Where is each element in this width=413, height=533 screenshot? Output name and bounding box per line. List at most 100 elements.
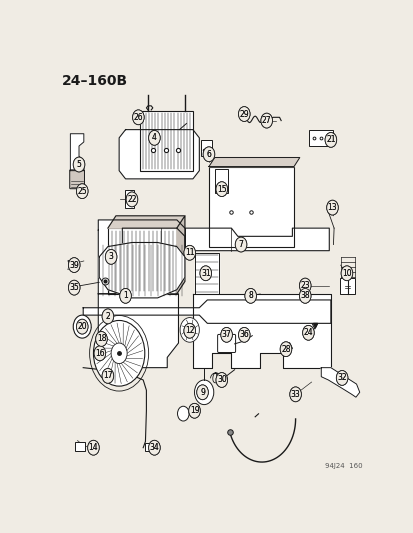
FancyBboxPatch shape (125, 190, 133, 207)
FancyBboxPatch shape (200, 140, 212, 156)
Circle shape (203, 147, 214, 161)
Text: 26: 26 (133, 113, 143, 122)
Text: 9: 9 (199, 388, 204, 397)
Text: 31: 31 (200, 269, 210, 278)
Text: 17: 17 (103, 372, 112, 381)
FancyBboxPatch shape (75, 441, 85, 450)
Polygon shape (83, 300, 330, 324)
Circle shape (76, 184, 88, 199)
Text: 37: 37 (221, 330, 231, 340)
Text: 21: 21 (325, 135, 335, 144)
Text: 33: 33 (290, 390, 300, 399)
Text: 36: 36 (239, 330, 249, 340)
Text: 6: 6 (206, 150, 211, 159)
Text: 9: 9 (199, 388, 204, 397)
Circle shape (199, 266, 211, 281)
Circle shape (299, 288, 310, 303)
Text: 30: 30 (216, 375, 226, 384)
Circle shape (235, 237, 246, 252)
Text: 2: 2 (105, 312, 110, 321)
Text: 35: 35 (69, 283, 79, 292)
Circle shape (73, 315, 91, 338)
Circle shape (194, 380, 213, 405)
Text: 35: 35 (69, 283, 79, 292)
Text: 24–160B: 24–160B (61, 74, 127, 88)
Text: 38: 38 (300, 292, 309, 300)
Polygon shape (209, 158, 299, 166)
Circle shape (203, 147, 214, 161)
Circle shape (183, 324, 195, 338)
Text: 39: 39 (69, 261, 79, 270)
FancyBboxPatch shape (68, 260, 75, 267)
Circle shape (180, 318, 199, 342)
Circle shape (280, 342, 291, 357)
Polygon shape (70, 134, 83, 171)
Circle shape (126, 192, 138, 207)
Circle shape (93, 320, 145, 386)
Circle shape (326, 200, 337, 215)
Text: 33: 33 (290, 390, 300, 399)
Text: 10: 10 (341, 269, 351, 278)
Circle shape (289, 387, 301, 402)
Circle shape (111, 343, 127, 364)
Circle shape (188, 403, 200, 418)
Circle shape (68, 280, 80, 295)
Text: 32: 32 (337, 374, 346, 382)
Text: 20: 20 (77, 322, 87, 331)
Text: 26: 26 (133, 113, 143, 122)
Text: 18: 18 (97, 334, 106, 343)
Circle shape (216, 182, 227, 197)
Polygon shape (99, 243, 185, 298)
Circle shape (148, 440, 160, 455)
Text: 25: 25 (77, 187, 87, 196)
Text: 1: 1 (123, 292, 128, 300)
Circle shape (148, 440, 160, 455)
Polygon shape (192, 294, 330, 368)
Circle shape (95, 332, 107, 346)
Text: 12: 12 (185, 326, 194, 335)
Text: 28: 28 (280, 345, 290, 354)
Circle shape (220, 327, 232, 342)
Circle shape (302, 325, 313, 340)
Circle shape (196, 385, 208, 400)
Circle shape (260, 113, 272, 128)
Circle shape (94, 346, 105, 361)
Text: 4: 4 (152, 133, 157, 142)
Circle shape (105, 249, 116, 264)
Text: 20: 20 (77, 322, 87, 331)
Text: 10: 10 (341, 269, 351, 278)
Text: 31: 31 (200, 269, 210, 278)
Circle shape (260, 113, 272, 128)
Circle shape (335, 370, 347, 385)
Circle shape (244, 288, 256, 303)
Circle shape (238, 107, 249, 122)
FancyBboxPatch shape (215, 168, 228, 193)
Polygon shape (176, 216, 185, 294)
Text: 34: 34 (149, 443, 159, 452)
Text: 36: 36 (239, 330, 249, 340)
Text: 27: 27 (261, 116, 271, 125)
Circle shape (299, 278, 310, 293)
Circle shape (68, 257, 80, 272)
Circle shape (188, 403, 200, 418)
Circle shape (76, 184, 88, 199)
FancyBboxPatch shape (140, 111, 192, 171)
Text: 5: 5 (76, 160, 81, 169)
Circle shape (199, 266, 211, 281)
Text: 14: 14 (88, 443, 98, 452)
Circle shape (73, 157, 85, 172)
Circle shape (183, 245, 195, 260)
Circle shape (119, 288, 131, 303)
Text: 24: 24 (303, 328, 313, 337)
Text: 29: 29 (239, 109, 249, 118)
Text: 2: 2 (105, 312, 110, 321)
Text: 7: 7 (238, 240, 243, 249)
Text: 37: 37 (221, 330, 231, 340)
Circle shape (216, 373, 227, 387)
Circle shape (88, 440, 99, 455)
Text: 15: 15 (216, 184, 226, 193)
Circle shape (280, 342, 291, 357)
Circle shape (73, 157, 85, 172)
Text: 94J24  160: 94J24 160 (325, 464, 362, 470)
FancyBboxPatch shape (209, 166, 293, 247)
